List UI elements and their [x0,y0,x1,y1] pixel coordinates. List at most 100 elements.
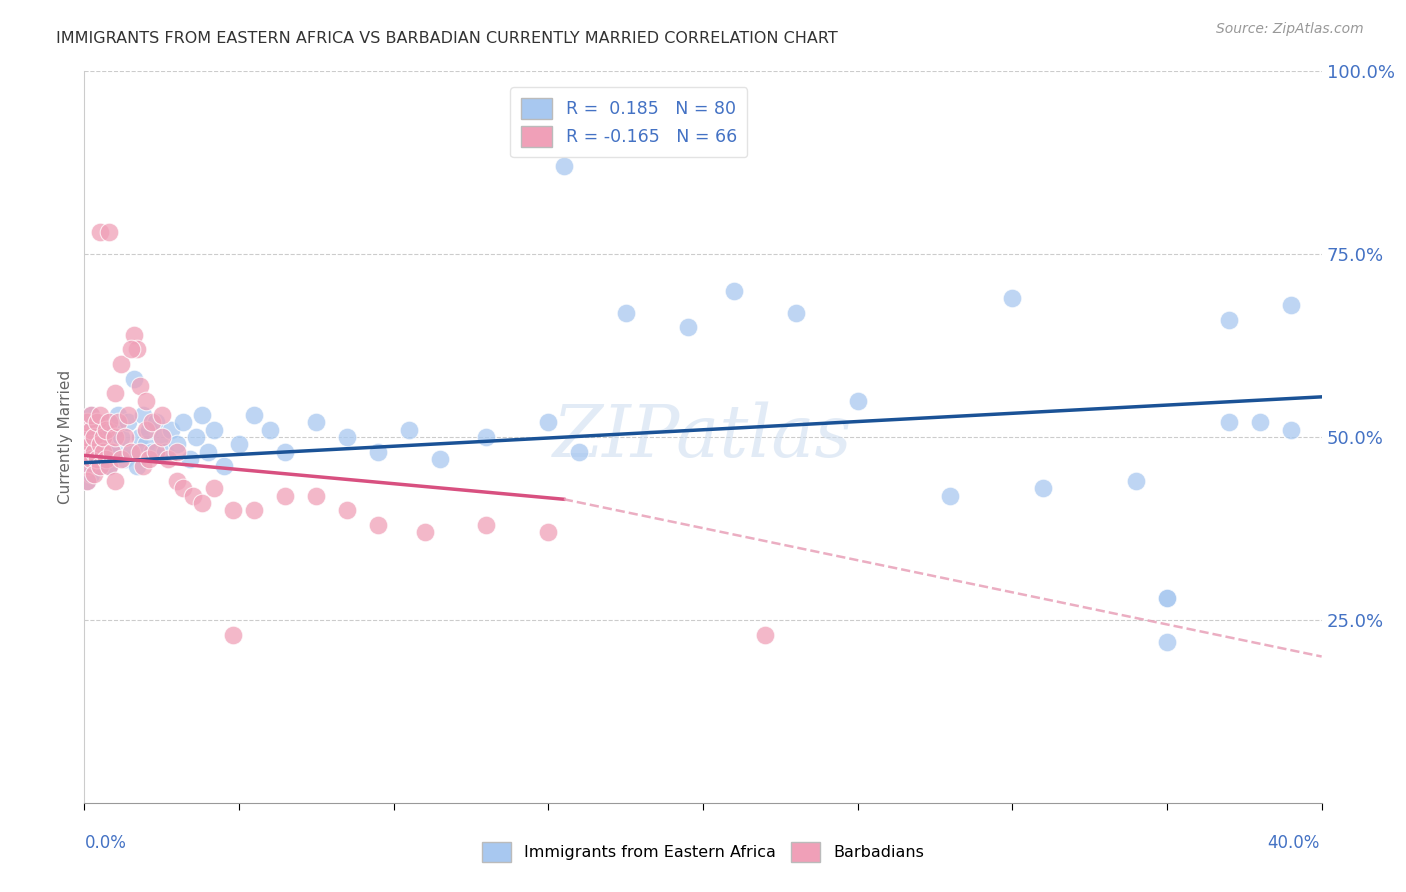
Point [754,627,776,641]
Point [305,416,328,430]
Point [86,452,108,467]
Point [132,459,155,474]
Point [76,474,98,488]
Point [114,452,136,467]
Point [228,437,250,451]
Text: IMMIGRANTS FROM EASTERN AFRICA VS BARBADIAN CURRENTLY MARRIED CORRELATION CHART: IMMIGRANTS FROM EASTERN AFRICA VS BARBAD… [56,31,838,46]
Point [274,489,297,503]
Point [181,489,204,503]
Point [475,430,498,444]
Point [1156,635,1178,649]
Point [150,408,173,422]
Point [135,423,157,437]
Point [104,474,127,488]
Point [107,408,129,422]
Point [91,430,114,444]
Point [537,525,560,540]
Point [110,430,132,444]
Point [614,306,637,320]
Point [76,416,98,430]
Point [135,393,157,408]
Point [76,416,98,430]
Point [1156,591,1178,605]
Point [145,416,167,430]
Point [1032,481,1054,495]
Point [305,489,328,503]
Point [79,452,101,467]
Point [1279,423,1302,437]
Point [79,467,101,481]
Point [129,444,152,458]
Point [89,437,111,451]
Point [76,459,98,474]
Point [101,444,124,458]
Point [83,444,105,458]
Point [145,444,167,458]
Point [114,430,136,444]
Point [98,416,121,430]
Point [107,416,129,430]
Point [83,416,105,430]
Text: ZIPatlas: ZIPatlas [553,401,853,473]
Point [120,444,142,458]
Point [537,416,560,430]
Text: 40.0%: 40.0% [1267,834,1320,852]
Point [120,343,142,357]
Point [141,444,163,458]
Point [120,444,142,458]
Point [104,386,127,401]
Point [138,452,160,467]
Point [125,459,148,474]
Point [179,452,201,467]
Point [76,459,98,474]
Point [104,430,127,444]
Point [86,423,108,437]
Point [76,474,98,488]
Point [79,408,101,422]
Point [222,503,245,517]
Point [91,430,114,444]
Point [1125,474,1147,488]
Point [76,430,98,444]
Point [156,452,179,467]
Point [197,444,219,458]
Point [568,444,591,458]
Point [79,452,101,467]
Point [413,525,436,540]
Point [89,437,111,451]
Point [117,408,139,422]
Point [191,408,214,422]
Point [243,503,266,517]
Point [129,430,152,444]
Point [222,627,245,641]
Point [150,430,173,444]
Point [125,343,148,357]
Point [135,437,157,451]
Point [94,452,117,467]
Point [98,459,121,474]
Point [79,423,101,437]
Point [1001,291,1024,305]
Point [79,437,101,451]
Point [202,481,225,495]
Point [76,430,98,444]
Point [785,306,807,320]
Point [153,444,176,458]
Legend: R =  0.185   N = 80, R = -0.165   N = 66: R = 0.185 N = 80, R = -0.165 N = 66 [510,87,748,158]
Point [89,459,111,474]
Point [172,481,194,495]
Point [336,430,359,444]
Point [94,423,117,437]
Text: 0.0%: 0.0% [84,834,127,852]
Point [83,430,105,444]
Point [101,437,124,451]
Point [367,517,389,532]
Point [191,496,214,510]
Point [89,225,111,239]
Point [166,474,188,488]
Point [79,423,101,437]
Point [553,160,575,174]
Point [243,408,266,422]
Point [110,452,132,467]
Point [94,452,117,467]
